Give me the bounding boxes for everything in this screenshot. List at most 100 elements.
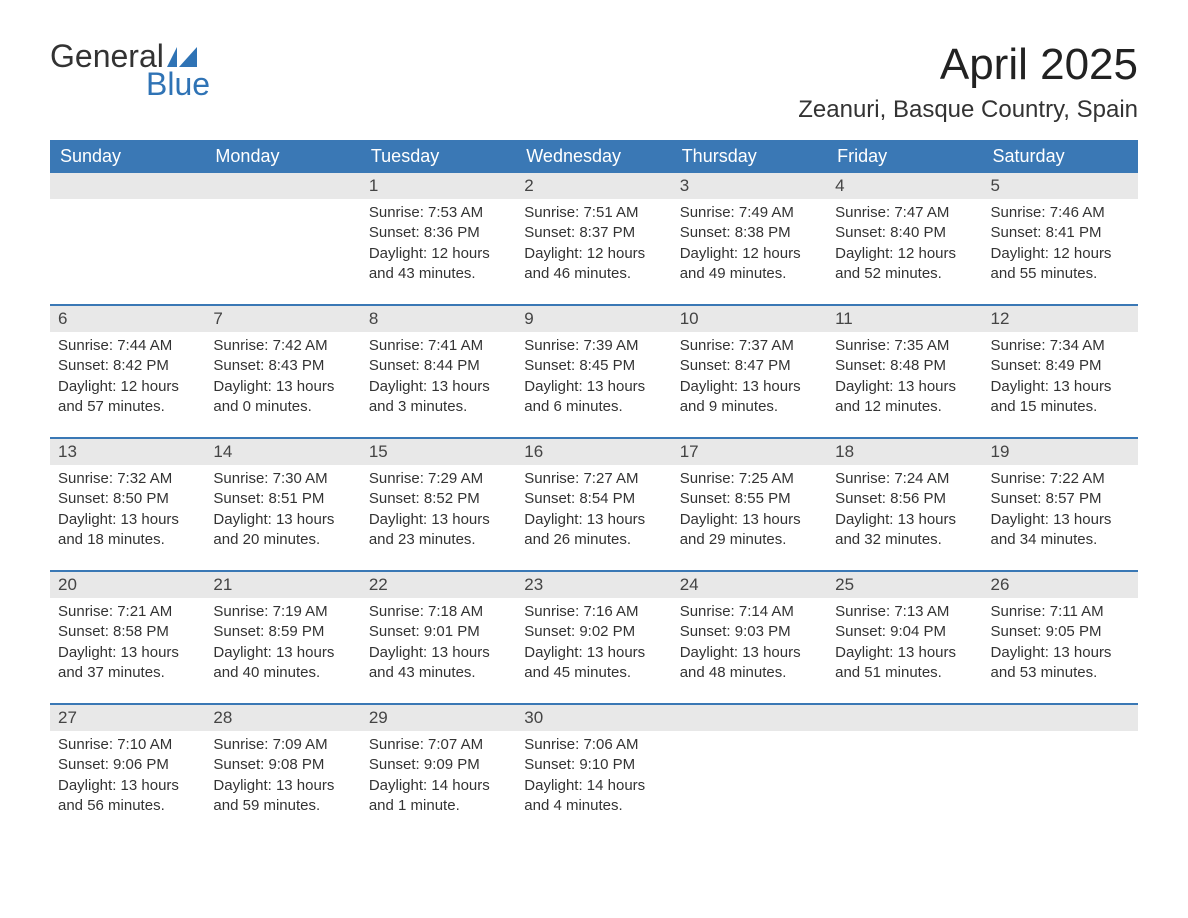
sunset-label: Sunset:: [524, 756, 579, 773]
daylight-line: Daylight: 13 hours and 48 minutes.: [680, 643, 819, 684]
sunrise-value: 7:41 AM: [428, 337, 483, 354]
sunrise-value: 7:29 AM: [428, 470, 483, 487]
sunrise-line: Sunrise: 7:39 AM: [524, 336, 663, 356]
calendar: SundayMondayTuesdayWednesdayThursdayFrid…: [50, 140, 1138, 836]
sunset-line: Sunset: 8:41 PM: [991, 223, 1130, 243]
sunset-line: Sunset: 8:44 PM: [369, 356, 508, 376]
sunset-value: 8:38 PM: [735, 224, 791, 241]
daylight-label: Daylight:: [369, 378, 432, 395]
sunset-line: Sunset: 8:43 PM: [213, 356, 352, 376]
sunrise-value: 7:32 AM: [117, 470, 172, 487]
sunset-label: Sunset:: [835, 224, 890, 241]
sunset-value: 9:10 PM: [579, 756, 635, 773]
sunrise-value: 7:49 AM: [739, 204, 794, 221]
sunset-label: Sunset:: [369, 224, 424, 241]
sunset-label: Sunset:: [680, 490, 735, 507]
daylight-line: Daylight: 13 hours and 0 minutes.: [213, 377, 352, 418]
week-row: 20Sunrise: 7:21 AMSunset: 8:58 PMDayligh…: [50, 570, 1138, 703]
sunrise-value: 7:10 AM: [117, 736, 172, 753]
day-cell: 7Sunrise: 7:42 AMSunset: 8:43 PMDaylight…: [205, 306, 360, 437]
day-number: 12: [983, 306, 1138, 332]
daylight-label: Daylight:: [991, 644, 1054, 661]
daylight-label: Daylight:: [835, 245, 898, 262]
day-cell: 20Sunrise: 7:21 AMSunset: 8:58 PMDayligh…: [50, 572, 205, 703]
daylight-label: Daylight:: [58, 644, 121, 661]
daylight-line: Daylight: 14 hours and 1 minute.: [369, 776, 508, 817]
day-number: [672, 705, 827, 731]
sunset-line: Sunset: 8:55 PM: [680, 489, 819, 509]
day-number: 24: [672, 572, 827, 598]
sunset-value: 8:51 PM: [268, 490, 324, 507]
sunset-label: Sunset:: [524, 224, 579, 241]
sunset-line: Sunset: 8:42 PM: [58, 356, 197, 376]
sunrise-label: Sunrise:: [58, 736, 117, 753]
day-number: 23: [516, 572, 671, 598]
day-body: Sunrise: 7:32 AMSunset: 8:50 PMDaylight:…: [50, 465, 205, 550]
day-number: 20: [50, 572, 205, 598]
daylight-line: Daylight: 12 hours and 57 minutes.: [58, 377, 197, 418]
daylight-label: Daylight:: [369, 511, 432, 528]
sunrise-value: 7:06 AM: [583, 736, 638, 753]
day-number: 15: [361, 439, 516, 465]
month-title: April 2025: [798, 40, 1138, 90]
sunset-value: 8:54 PM: [579, 490, 635, 507]
day-number: 10: [672, 306, 827, 332]
sunrise-line: Sunrise: 7:42 AM: [213, 336, 352, 356]
dow-cell: Saturday: [983, 140, 1138, 173]
day-number: 29: [361, 705, 516, 731]
day-number: 11: [827, 306, 982, 332]
sunrise-line: Sunrise: 7:47 AM: [835, 203, 974, 223]
day-cell: 26Sunrise: 7:11 AMSunset: 9:05 PMDayligh…: [983, 572, 1138, 703]
daylight-line: Daylight: 13 hours and 43 minutes.: [369, 643, 508, 684]
day-number: 16: [516, 439, 671, 465]
day-body: Sunrise: 7:30 AMSunset: 8:51 PMDaylight:…: [205, 465, 360, 550]
sunset-label: Sunset:: [680, 623, 735, 640]
sunrise-value: 7:47 AM: [894, 204, 949, 221]
day-number: [983, 705, 1138, 731]
week-row: 27Sunrise: 7:10 AMSunset: 9:06 PMDayligh…: [50, 703, 1138, 836]
sunrise-line: Sunrise: 7:37 AM: [680, 336, 819, 356]
sunrise-value: 7:44 AM: [117, 337, 172, 354]
sunset-label: Sunset:: [680, 357, 735, 374]
daylight-line: Daylight: 13 hours and 6 minutes.: [524, 377, 663, 418]
daylight-line: Daylight: 13 hours and 51 minutes.: [835, 643, 974, 684]
sunrise-value: 7:42 AM: [273, 337, 328, 354]
sunrise-label: Sunrise:: [680, 603, 739, 620]
day-body: Sunrise: 7:11 AMSunset: 9:05 PMDaylight:…: [983, 598, 1138, 683]
day-number: 21: [205, 572, 360, 598]
sunset-line: Sunset: 8:48 PM: [835, 356, 974, 376]
daylight-line: Daylight: 13 hours and 59 minutes.: [213, 776, 352, 817]
daylight-line: Daylight: 13 hours and 40 minutes.: [213, 643, 352, 684]
sunrise-line: Sunrise: 7:14 AM: [680, 602, 819, 622]
sunset-line: Sunset: 8:40 PM: [835, 223, 974, 243]
sunrise-value: 7:27 AM: [583, 470, 638, 487]
day-body: Sunrise: 7:39 AMSunset: 8:45 PMDaylight:…: [516, 332, 671, 417]
sunrise-line: Sunrise: 7:41 AM: [369, 336, 508, 356]
sunset-label: Sunset:: [213, 490, 268, 507]
sunrise-label: Sunrise:: [58, 603, 117, 620]
day-number: [827, 705, 982, 731]
day-number: 1: [361, 173, 516, 199]
sunrise-label: Sunrise:: [369, 603, 428, 620]
daylight-label: Daylight:: [213, 511, 276, 528]
sunset-label: Sunset:: [835, 357, 890, 374]
sunset-value: 8:37 PM: [579, 224, 635, 241]
daylight-line: Daylight: 13 hours and 18 minutes.: [58, 510, 197, 551]
day-number: 30: [516, 705, 671, 731]
sunset-line: Sunset: 9:06 PM: [58, 755, 197, 775]
sunset-line: Sunset: 8:37 PM: [524, 223, 663, 243]
daylight-line: Daylight: 12 hours and 46 minutes.: [524, 244, 663, 285]
sunrise-label: Sunrise:: [524, 736, 583, 753]
sunrise-value: 7:51 AM: [583, 204, 638, 221]
logo: General Blue: [50, 40, 210, 100]
sunset-line: Sunset: 8:58 PM: [58, 622, 197, 642]
sunset-line: Sunset: 8:59 PM: [213, 622, 352, 642]
day-body: Sunrise: 7:13 AMSunset: 9:04 PMDaylight:…: [827, 598, 982, 683]
daylight-label: Daylight:: [680, 245, 743, 262]
sunrise-label: Sunrise:: [991, 470, 1050, 487]
sunset-label: Sunset:: [369, 756, 424, 773]
logo-word2: Blue: [50, 68, 210, 100]
sunrise-label: Sunrise:: [524, 470, 583, 487]
daylight-label: Daylight:: [369, 245, 432, 262]
sunrise-line: Sunrise: 7:18 AM: [369, 602, 508, 622]
